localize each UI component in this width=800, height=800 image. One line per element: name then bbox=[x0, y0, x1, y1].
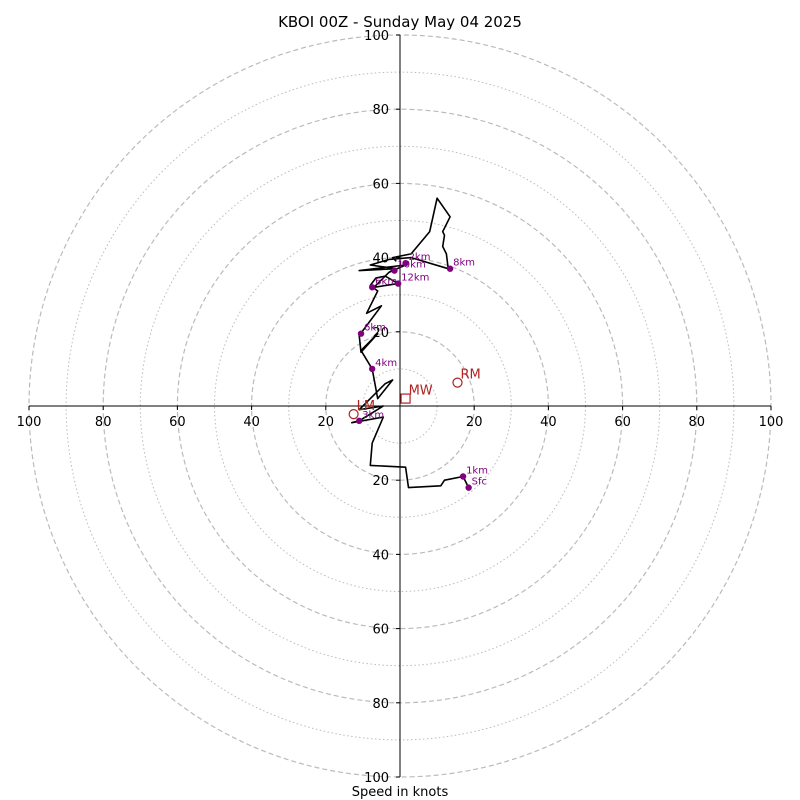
x-tick-label: 80 bbox=[689, 415, 706, 430]
y-tick-label: 20 bbox=[372, 474, 389, 489]
x-tick-label: 20 bbox=[466, 415, 483, 430]
height-point bbox=[459, 473, 467, 480]
height-point-label: 2km bbox=[409, 252, 431, 263]
axes bbox=[29, 35, 771, 777]
x-tick-label: 100 bbox=[759, 415, 784, 430]
height-point bbox=[355, 417, 363, 425]
motion-marker-label: RM bbox=[461, 368, 481, 383]
height-point-label: 12km bbox=[401, 273, 429, 284]
y-tick-label: 100 bbox=[364, 771, 389, 786]
x-axis-label: Speed in knots bbox=[352, 785, 449, 800]
y-tick-label: 60 bbox=[372, 177, 389, 192]
x-tick-label: 40 bbox=[243, 415, 260, 430]
hodograph-trace bbox=[350, 197, 470, 489]
y-tick-label: 100 bbox=[364, 29, 389, 44]
height-point-label: Sfc bbox=[472, 477, 487, 488]
storm-motion-markers: RM LM MW bbox=[348, 368, 481, 420]
x-tick-label: 40 bbox=[540, 415, 557, 430]
height-point bbox=[391, 267, 398, 274]
height-point bbox=[394, 280, 402, 287]
y-tick-label: 80 bbox=[372, 103, 389, 118]
x-tick-label: 100 bbox=[17, 415, 42, 430]
chart-title: KBOI 00Z - Sunday May 04 2025 bbox=[278, 13, 522, 31]
height-point bbox=[368, 284, 376, 291]
y-tick-label: 40 bbox=[372, 548, 389, 563]
height-point bbox=[402, 259, 409, 267]
x-tick-label: 60 bbox=[614, 415, 631, 430]
height-point-label: 3km bbox=[362, 410, 384, 421]
storm-motion-marker bbox=[452, 377, 463, 388]
motion-marker-label: LM bbox=[357, 399, 375, 414]
height-point bbox=[465, 484, 472, 491]
mean-wind-marker bbox=[400, 393, 411, 404]
storm-motion-marker bbox=[348, 409, 359, 420]
y-tick-label: 80 bbox=[372, 697, 389, 712]
x-tick-label: 20 bbox=[318, 415, 335, 430]
y-tick-label: 20 bbox=[372, 326, 389, 341]
height-point bbox=[446, 265, 454, 272]
x-tick-label: 80 bbox=[95, 415, 112, 430]
motion-marker-label: MW bbox=[409, 384, 433, 399]
y-tick-label: 60 bbox=[372, 623, 389, 638]
hodograph-line bbox=[350, 197, 470, 489]
height-point-label: 6km bbox=[375, 276, 397, 287]
height-point-label: 8km bbox=[453, 258, 475, 269]
height-point-label: 1km bbox=[466, 465, 488, 476]
height-point-label: 4km bbox=[375, 358, 397, 369]
height-point-label: 6km bbox=[364, 323, 386, 334]
x-tick-label: 60 bbox=[169, 415, 186, 430]
height-point-label: 10km bbox=[397, 260, 425, 271]
height-point bbox=[357, 330, 365, 337]
height-point bbox=[368, 365, 376, 373]
